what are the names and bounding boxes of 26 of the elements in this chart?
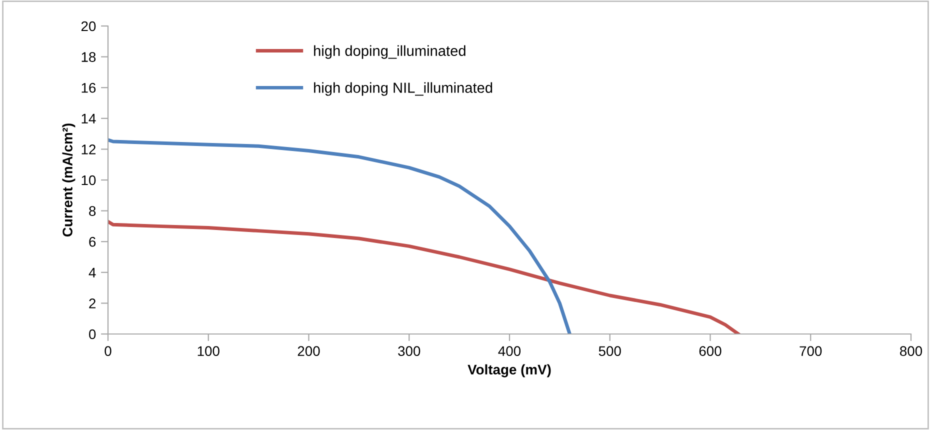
y-tick-label: 12 (82, 144, 96, 154)
y-tick-label: 20 (81, 21, 96, 32)
y-tick-label: 2 (89, 298, 96, 308)
x-tick-label: 200 (298, 346, 320, 356)
line-series (108, 220, 740, 334)
x-tick-label: 400 (498, 346, 521, 356)
y-tick-label: 16 (82, 82, 96, 93)
y-tick-label: 0 (89, 329, 96, 340)
x-tick-label: 500 (598, 346, 621, 356)
y-tick-label: 4 (88, 268, 96, 278)
y-axis-title: Current (mA/cm²) (62, 124, 76, 237)
y-tick-label: 14 (82, 114, 96, 124)
line-series (108, 138, 572, 334)
x-tick-label: 800 (900, 346, 922, 356)
y-tick-label: 18 (82, 52, 96, 62)
x-tick-label: 300 (398, 346, 420, 356)
y-tick-label: 10 (82, 175, 96, 186)
legend-label: high doping_illuminated (314, 45, 466, 59)
legend-label: high doping NIL_illuminated (314, 82, 492, 96)
x-axis-title: Voltage (mV) (468, 364, 551, 378)
x-tick-label: 100 (198, 346, 220, 356)
x-tick-label: 600 (699, 346, 722, 356)
y-tick-label: 8 (89, 206, 96, 216)
x-tick-label: 0 (104, 346, 112, 356)
x-tick-label: 700 (800, 346, 822, 356)
y-tick-label: 6 (89, 236, 96, 247)
